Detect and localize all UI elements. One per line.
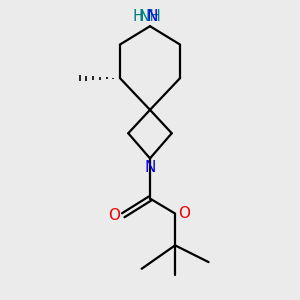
Text: O: O [178,206,190,221]
Text: N: N [147,8,158,23]
Text: NH: NH [139,8,161,23]
Text: N: N [144,160,156,175]
Text: H: H [133,8,144,23]
Text: O: O [108,208,120,223]
